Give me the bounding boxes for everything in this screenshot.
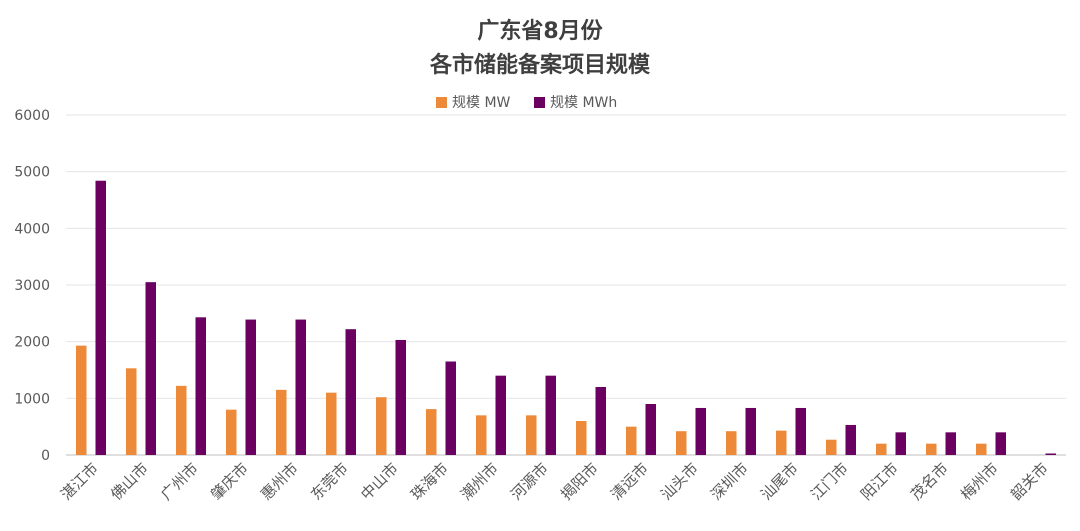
bar-mwh bbox=[945, 432, 956, 455]
bar-mwh bbox=[695, 407, 706, 455]
y-tick-label: 3000 bbox=[14, 278, 50, 294]
bar-mwh bbox=[645, 404, 656, 455]
legend-label: 规模 MWh bbox=[550, 95, 617, 111]
bar-mw bbox=[126, 368, 137, 455]
bar-mw bbox=[626, 426, 637, 455]
bar-mw bbox=[426, 409, 437, 455]
bar-mw bbox=[676, 431, 687, 455]
x-tick-label: 梅州市 bbox=[957, 459, 1002, 504]
x-tick-label: 清远市 bbox=[607, 459, 652, 504]
x-tick-label: 韶关市 bbox=[1007, 459, 1052, 504]
bar-mwh bbox=[895, 432, 906, 455]
gridlines bbox=[66, 114, 1066, 399]
x-tick-label: 珠海市 bbox=[407, 459, 452, 504]
bar-mw bbox=[276, 389, 287, 455]
bar-mwh bbox=[345, 329, 356, 455]
x-tick-label: 茂名市 bbox=[907, 459, 952, 504]
x-axis: 湛江市 佛山市 广州市 肇庆市 惠州市 东莞市 中山市 珠海市 潮州市 河源市 揭阳市 清远市 汕头市深… bbox=[57, 459, 1052, 504]
bar-mwh bbox=[245, 319, 256, 455]
x-tick-label: 江门市 bbox=[807, 459, 852, 504]
bar-mw bbox=[376, 397, 387, 455]
bar-mwh bbox=[95, 180, 106, 455]
bar-mwh bbox=[445, 361, 456, 455]
x-tick-label: 阳江市 bbox=[857, 459, 902, 504]
bar-mwh bbox=[145, 282, 156, 455]
bar-mwh bbox=[995, 432, 1006, 455]
bar-mw bbox=[476, 415, 487, 455]
bars bbox=[76, 180, 1056, 455]
legend-swatch bbox=[534, 97, 545, 108]
x-tick-label: 佛山市 bbox=[107, 459, 152, 504]
bar-mw bbox=[176, 385, 187, 455]
y-axis: 0 1000 2000 3000 4000 5000 6000 bbox=[14, 108, 1066, 464]
x-tick-label: 湛江市 bbox=[57, 459, 102, 504]
x-tick-label: 惠州市 bbox=[257, 459, 302, 504]
x-tick-label: 潮州市 bbox=[457, 459, 502, 504]
bar-mwh bbox=[495, 375, 506, 455]
chart-title-line2: 各市储能备案项目规模 bbox=[429, 52, 651, 78]
y-tick-label: 1000 bbox=[14, 391, 50, 407]
y-tick-label: 6000 bbox=[14, 108, 50, 124]
bar-mwh bbox=[795, 407, 806, 455]
bar-mwh bbox=[595, 387, 606, 455]
y-tick-label: 5000 bbox=[14, 165, 50, 181]
bar-mw bbox=[926, 443, 937, 455]
x-tick-label: 汕尾市 bbox=[757, 459, 802, 504]
bar-mwh bbox=[545, 375, 556, 455]
legend-label: 规模 MW bbox=[452, 95, 511, 111]
x-tick-label: 汕头市 bbox=[657, 459, 702, 504]
legend: 规模 MW 规模 MWh bbox=[436, 95, 617, 111]
y-tick-label: 2000 bbox=[14, 335, 50, 351]
x-tick-label: 东莞市 bbox=[307, 459, 352, 504]
bar-mw bbox=[76, 345, 87, 455]
bar-mw bbox=[776, 430, 787, 455]
bar-mwh bbox=[295, 319, 306, 455]
x-tick-label: 揭阳市 bbox=[557, 459, 602, 504]
y-tick-label: 4000 bbox=[14, 221, 50, 237]
x-tick-label: 中山市 bbox=[357, 459, 402, 504]
bar-mw bbox=[826, 439, 837, 455]
x-tick-label: 广州市 bbox=[157, 459, 202, 504]
y-tick-label: 0 bbox=[41, 448, 50, 464]
x-tick-label: 深圳市 bbox=[707, 459, 752, 504]
x-tick-label: 肇庆市 bbox=[207, 459, 252, 504]
bar-mw bbox=[976, 443, 987, 455]
bar-mwh bbox=[845, 424, 856, 455]
chart-title-line1: 广东省8月份 bbox=[477, 18, 603, 44]
bar-mw bbox=[226, 409, 237, 455]
bar-mwh bbox=[195, 317, 206, 455]
legend-swatch bbox=[436, 97, 447, 108]
bar-mw bbox=[876, 443, 887, 455]
bar-mw bbox=[526, 415, 537, 455]
bar-mwh bbox=[745, 407, 756, 455]
bar-mwh bbox=[1045, 453, 1056, 455]
bar-mw bbox=[576, 421, 587, 455]
bar-mw bbox=[726, 431, 737, 455]
bar-mw bbox=[326, 392, 337, 455]
x-tick-label: 河源市 bbox=[507, 459, 552, 504]
bar-mwh bbox=[395, 339, 406, 455]
